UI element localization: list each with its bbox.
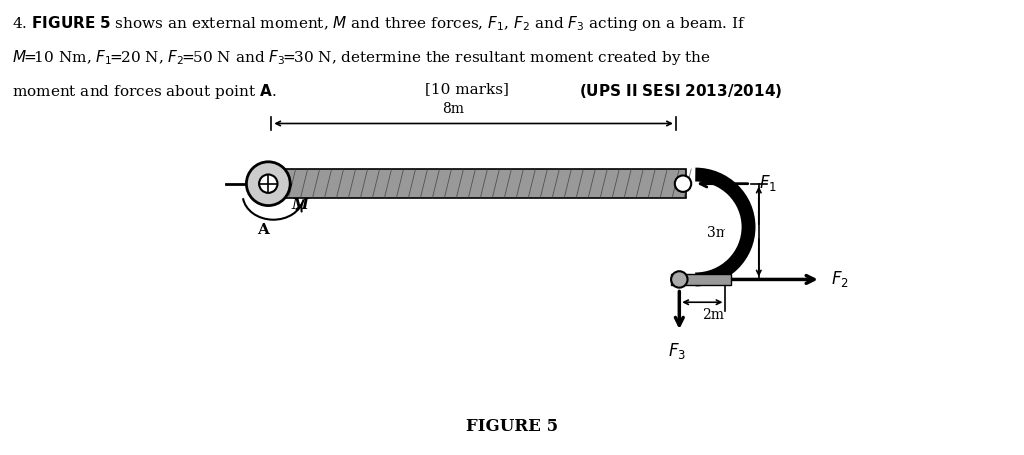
Text: [10 marks]: [10 marks] xyxy=(425,82,509,96)
Text: A: A xyxy=(257,222,269,236)
Ellipse shape xyxy=(675,176,691,192)
Text: $\mathit{M}$$\!\!=\!\!$10 Nm, $\mathit{F_1}$$\!\!=\!\!$20 N, $\mathit{F_2}$$\!\!: $\mathit{M}$$\!\!=\!\!$10 Nm, $\mathit{F… xyxy=(12,48,711,67)
Text: 2m: 2m xyxy=(701,307,724,321)
Text: $\bf{(UPS\ II\ SESI\ 2013/2014)}$: $\bf{(UPS\ II\ SESI\ 2013/2014)}$ xyxy=(579,82,782,100)
Bar xyxy=(271,170,686,199)
Text: $\mathit{F_2}$: $\mathit{F_2}$ xyxy=(830,268,849,288)
Text: M: M xyxy=(292,197,308,212)
Text: FIGURE 5: FIGURE 5 xyxy=(466,418,558,435)
Ellipse shape xyxy=(259,175,278,193)
Ellipse shape xyxy=(671,272,687,288)
Bar xyxy=(671,274,730,285)
Text: $\mathit{F_1}$: $\mathit{F_1}$ xyxy=(759,173,777,193)
Text: 8m: 8m xyxy=(442,102,464,116)
Text: 4. $\bf{FIGURE\ 5}$ shows an external moment, $\mathit{M}$ and three forces, $\m: 4. $\bf{FIGURE\ 5}$ shows an external mo… xyxy=(12,14,746,33)
Ellipse shape xyxy=(247,162,290,206)
Text: $\mathit{F_3}$: $\mathit{F_3}$ xyxy=(669,340,686,360)
Text: 3m: 3m xyxy=(707,225,729,239)
Text: moment and forces about point $\bf{A}$.: moment and forces about point $\bf{A}$. xyxy=(12,82,276,101)
